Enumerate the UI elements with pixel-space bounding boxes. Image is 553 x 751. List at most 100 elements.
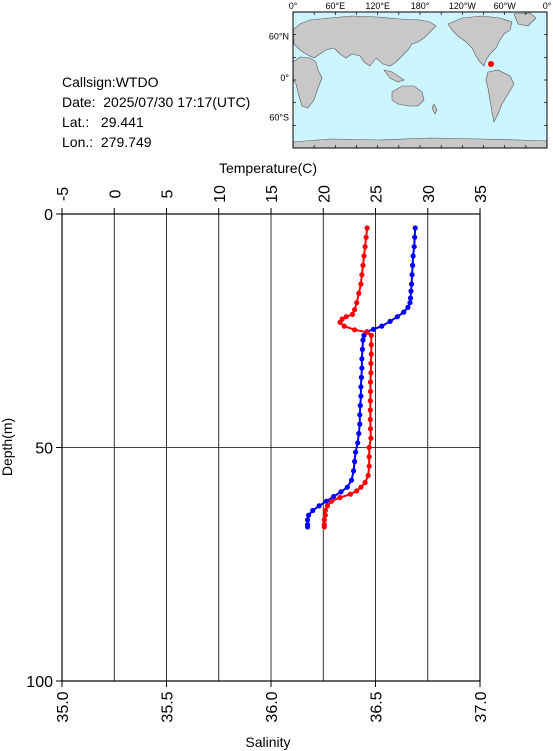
salinity-point: [366, 463, 372, 469]
salinity-tick-label: 36.5: [369, 691, 386, 722]
salinity-axis-title: Salinity: [245, 734, 290, 750]
temperature-point: [360, 337, 366, 343]
map-longitude-label: 60°W: [494, 1, 517, 11]
map-longitude-label: 120°W: [449, 1, 477, 11]
map-longitude-label: 0°: [543, 1, 552, 11]
temperature-point: [310, 507, 316, 514]
temperature-point: [411, 244, 417, 250]
temperature-tick-label: 30: [421, 185, 438, 203]
map-latitude-label: 0°: [280, 73, 289, 83]
salinity-point: [354, 488, 360, 494]
lon-value: 279.749: [100, 134, 152, 150]
temperature-point: [353, 449, 359, 455]
temperature-point: [358, 393, 364, 399]
salinity-series: [321, 225, 374, 530]
temperature-point: [331, 493, 337, 500]
land-south-america: [485, 69, 515, 123]
temperature-point: [338, 489, 344, 495]
salinity-point: [367, 416, 373, 423]
land-greenland: [513, 12, 537, 27]
salinity-point: [368, 332, 374, 338]
temperature-point: [405, 304, 411, 310]
temperature-point: [355, 440, 361, 446]
station-info: Callsign:WTDO Date: 2025/07/30 17:17(UTC…: [62, 72, 250, 152]
lon-row: Lon.: 279.749: [62, 132, 250, 152]
map-longitude-label: 180°: [411, 1, 430, 11]
map-latitude-label: 60°S: [269, 112, 289, 122]
temperature-axis-title: Temperature(C): [219, 160, 317, 176]
map-longitude-label: 60°E: [326, 1, 346, 11]
temperature-tick-label: 20: [316, 185, 333, 203]
temperature-point: [352, 458, 358, 465]
temperature-point: [407, 295, 414, 301]
salinity-point: [329, 498, 335, 504]
salinity-point: [367, 388, 374, 395]
temperature-point: [344, 484, 350, 490]
temperature-tick-label: 0: [107, 189, 124, 198]
salinity-point: [321, 524, 327, 530]
map-longitude-label: 0°: [289, 1, 298, 11]
salinity-point: [364, 329, 370, 335]
temperature-tick-label: 5: [160, 189, 177, 198]
temperature-point: [394, 314, 400, 320]
salinity-point: [347, 491, 353, 497]
lat-row: Lat.: 29.441: [62, 112, 250, 132]
temperature-point: [407, 300, 413, 306]
salinity-point: [366, 454, 372, 460]
lat-label: Lat.:: [62, 114, 90, 130]
salinity-point: [349, 311, 356, 317]
salinity-point: [352, 307, 358, 313]
salinity-point: [354, 300, 360, 306]
salinity-point: [367, 426, 374, 432]
salinity-tick-label: 35.0: [55, 691, 72, 722]
salinity-point: [368, 351, 374, 357]
salinity-tick-label: 37.0: [473, 691, 490, 722]
salinity-point: [366, 444, 372, 451]
salinity-point: [359, 272, 365, 278]
salinity-point: [367, 407, 373, 413]
callsign-text: Callsign:WTDO: [62, 74, 159, 90]
land-eurasia: [292, 15, 437, 67]
salinity-point: [358, 281, 364, 287]
temperature-point: [358, 384, 364, 390]
temperature-tick-label: 15: [264, 185, 281, 203]
salinity-point: [365, 472, 371, 479]
temperature-tick-label: 25: [369, 185, 386, 203]
salinity-point: [363, 234, 369, 240]
map-ticks: [292, 11, 548, 149]
temperature-point: [379, 323, 385, 329]
temperature-point: [306, 512, 312, 518]
temperature-point: [409, 281, 415, 287]
temperature-point: [408, 288, 414, 294]
station-marker: [488, 61, 494, 67]
land-asia-islands: [383, 69, 405, 83]
depth-axis-title: Depth(m): [0, 418, 15, 476]
temperature-point: [387, 318, 393, 324]
salinity-point: [368, 370, 374, 376]
salinity-point: [352, 327, 358, 333]
temperature-tick-label: -5: [55, 187, 72, 201]
temperature-point: [357, 402, 363, 409]
temperature-point: [361, 332, 367, 338]
temperature-point: [359, 365, 365, 371]
salinity-point: [360, 262, 366, 268]
salinity-point: [356, 290, 362, 296]
map-longitude-label: 120°E: [365, 1, 390, 11]
temperature-point: [323, 498, 329, 504]
date-row: Date: 2025/07/30 17:17(UTC): [62, 92, 250, 112]
temperature-point: [409, 272, 415, 278]
land-africa: [292, 56, 323, 109]
salinity-point: [343, 314, 349, 320]
series-layer: [305, 225, 418, 530]
salinity-point: [321, 517, 327, 523]
temperature-point: [357, 412, 363, 418]
temperature-point: [358, 374, 364, 380]
salinity-point: [322, 512, 328, 518]
salinity-point: [322, 507, 328, 514]
map-latitude-label: 60°N: [269, 32, 289, 42]
map-top-labels: 0° 60°E 120°E 180° 120°W 60°W 0°: [289, 1, 552, 11]
land-north-america: [447, 15, 513, 67]
map-left-labels: 60°N 0° 60°S: [269, 32, 290, 123]
depth-tick-label: 0: [44, 207, 53, 224]
